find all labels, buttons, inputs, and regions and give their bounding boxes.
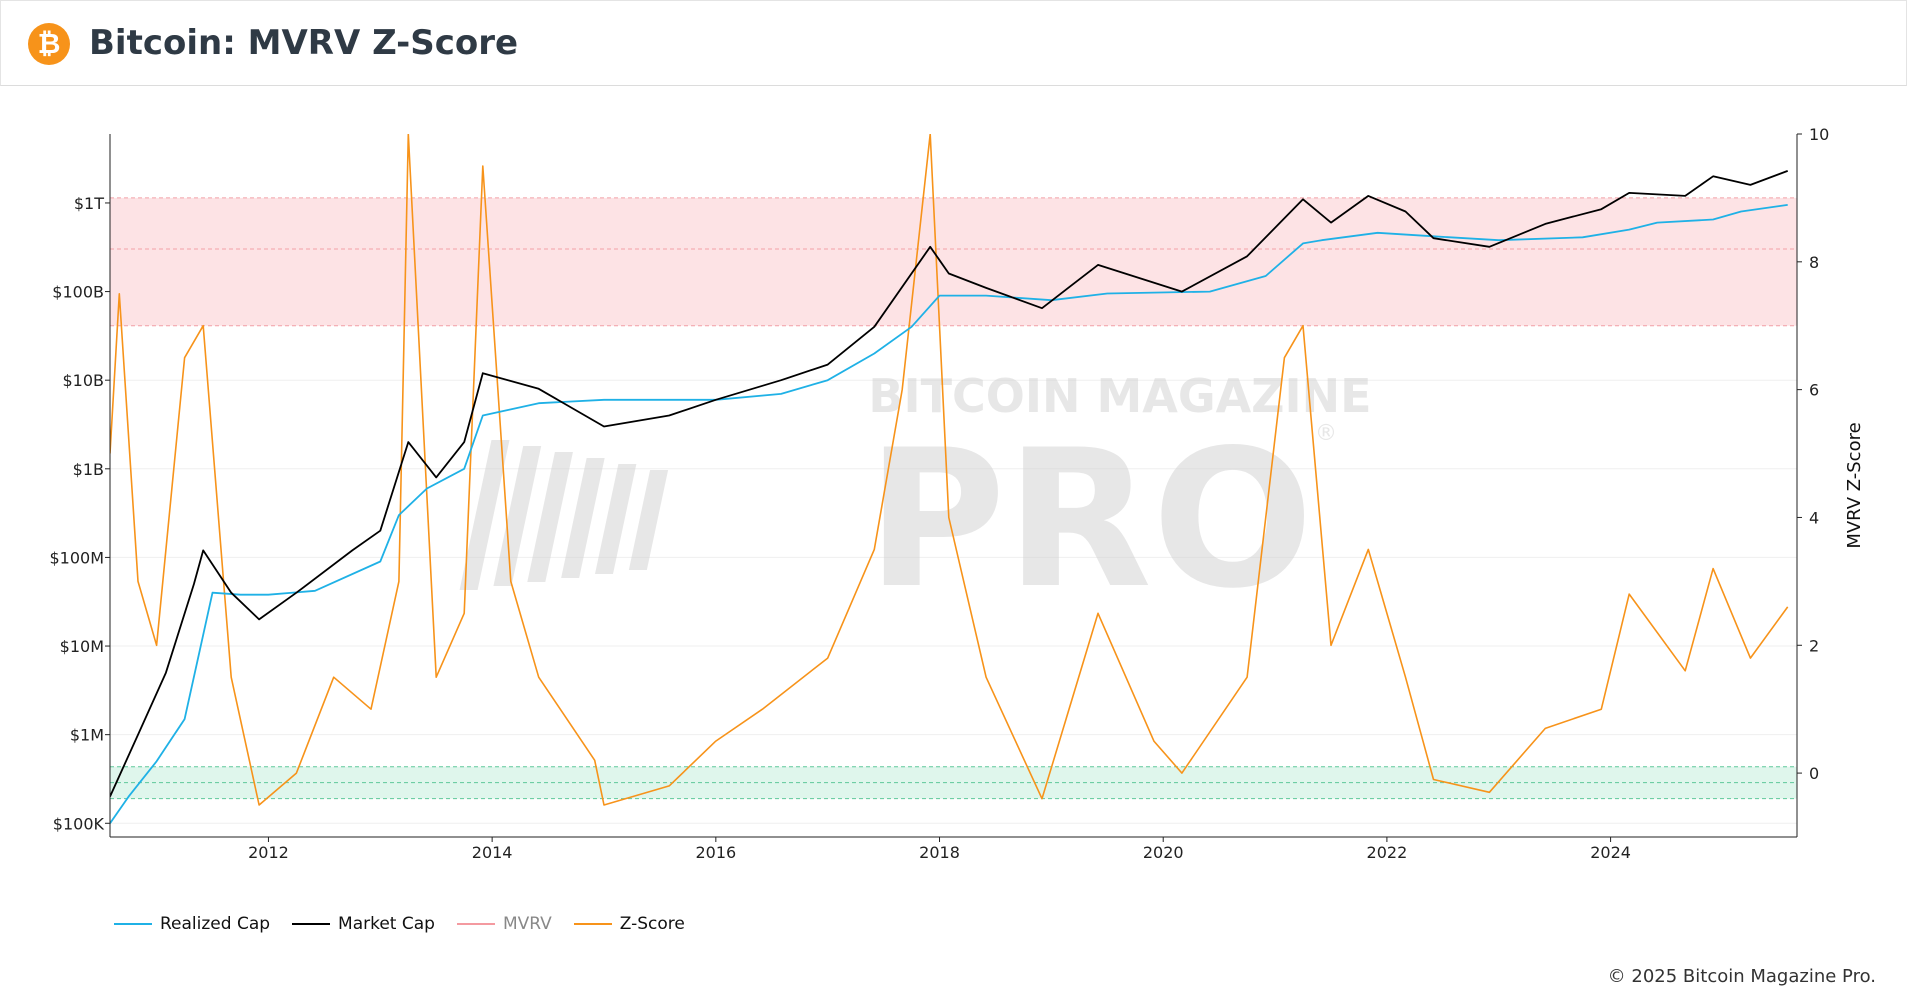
y-right-tick-label: 8 xyxy=(1809,253,1819,272)
watermark-stripe xyxy=(459,440,510,590)
y-left-tick-label: $100M xyxy=(49,548,104,567)
watermark-stripe xyxy=(527,452,573,582)
legend-item-mvrv[interactable]: MVRV xyxy=(456,914,552,934)
legend-swatch xyxy=(456,923,495,925)
watermark-stripe xyxy=(628,470,669,570)
watermark-main-text: PRO xyxy=(866,409,1313,630)
x-tick-label: 2022 xyxy=(1367,843,1408,862)
watermark-registered-mark: ® xyxy=(1315,421,1337,446)
legend-swatch xyxy=(573,923,612,925)
y-left-tick-label: $1T xyxy=(74,194,104,213)
y-left-tick-label: $10B xyxy=(62,371,104,390)
series-lines xyxy=(110,134,1789,824)
legend-item-realized-cap[interactable]: Realized Cap xyxy=(114,914,270,934)
chart-legend: Realized Cap Market Cap MVRV Z-Score xyxy=(114,914,685,934)
series-line-market-cap xyxy=(110,170,1789,797)
x-tick-label: 2014 xyxy=(472,843,513,862)
x-tick-label: 2024 xyxy=(1590,843,1631,862)
y-left-tick-label: $1M xyxy=(70,726,104,745)
watermark-stripe xyxy=(493,446,542,586)
y-right-tick-label: 10 xyxy=(1809,125,1829,144)
legend-label: Realized Cap xyxy=(160,914,271,934)
x-tick-label: 2016 xyxy=(695,843,736,862)
y-right-tick-label: 6 xyxy=(1809,381,1819,400)
overvalued-zone xyxy=(110,197,1797,326)
watermark-stripe xyxy=(594,464,637,574)
y-left-tick-label: $1B xyxy=(73,460,104,479)
y-left-tick-label: $100B xyxy=(52,283,104,302)
y-right-axis-title: MVRV Z-Score xyxy=(1844,422,1865,548)
page-title: Bitcoin: MVRV Z-Score xyxy=(89,23,519,63)
watermark-top-text: BITCOIN MAGAZINE xyxy=(868,369,1371,423)
y-left-tick-label: $100K xyxy=(53,814,105,833)
y-left-tick-label: $10M xyxy=(60,637,104,656)
x-tick-label: 2018 xyxy=(919,843,960,862)
copyright-text: © 2025 Bitcoin Magazine Pro. xyxy=(1607,966,1876,987)
legend-label: Z-Score xyxy=(619,914,685,934)
legend-item-market-cap[interactable]: Market Cap xyxy=(292,914,435,934)
legend-label: MVRV xyxy=(502,914,552,934)
header-bar: ₿ Bitcoin: MVRV Z-Score xyxy=(0,0,1907,86)
legend-swatch xyxy=(292,923,331,925)
y-right-tick-label: 0 xyxy=(1809,764,1819,783)
legend-item-z-score[interactable]: Z-Score xyxy=(573,914,685,934)
y-right-tick-label: 4 xyxy=(1809,508,1819,527)
series-line-realized-cap xyxy=(110,204,1788,824)
x-tick-label: 2012 xyxy=(248,843,289,862)
legend-swatch xyxy=(114,923,152,925)
x-tick-label: 2020 xyxy=(1143,843,1184,862)
legend-label: Market Cap xyxy=(338,914,435,934)
y-right-tick-label: 2 xyxy=(1809,636,1819,655)
watermark-stripe xyxy=(561,458,605,578)
series-line-z-score xyxy=(110,134,1789,806)
bitcoin-logo-icon: ₿ xyxy=(28,23,70,65)
